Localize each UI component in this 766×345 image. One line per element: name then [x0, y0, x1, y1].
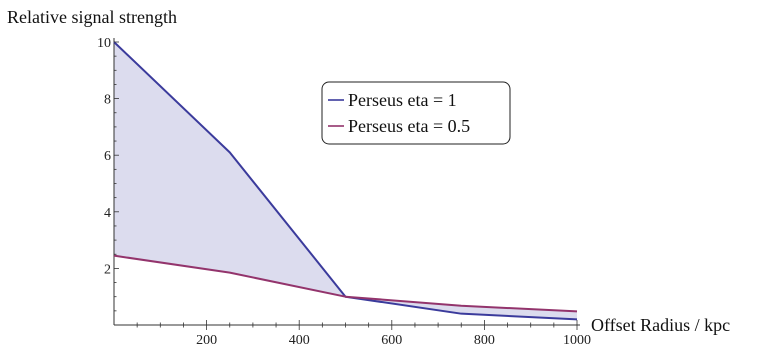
x-axis-title: Offset Radius / kpc: [591, 315, 730, 335]
legend-label-eta-1: Perseus eta = 1: [348, 90, 457, 110]
x-tick-label: 1000: [563, 333, 591, 345]
x-tick-label: 600: [381, 333, 402, 345]
x-tick-label: 800: [474, 333, 495, 345]
legend-label-eta-0-5: Perseus eta = 0.5: [348, 116, 470, 136]
y-tick-label: 6: [104, 149, 111, 164]
legend: Perseus eta = 1 Perseus eta = 0.5: [321, 81, 511, 145]
x-tick-label: 200: [196, 333, 217, 345]
fill-between-region: [114, 42, 577, 320]
fill-between-area: [114, 42, 577, 320]
y-tick-label: 4: [104, 206, 111, 221]
y-tick-label: 10: [97, 36, 111, 51]
y-axis-title: Relative signal strength: [7, 7, 177, 27]
y-tick-label: 2: [104, 262, 111, 277]
x-tick-label: 400: [289, 333, 310, 345]
legend-box: [321, 81, 511, 145]
ticks: 200 400 600 800 1000 2 4 6 8 10: [97, 36, 591, 345]
series-lines: [113, 41, 578, 321]
y-tick-label: 8: [104, 93, 111, 108]
axes: [113, 38, 580, 326]
